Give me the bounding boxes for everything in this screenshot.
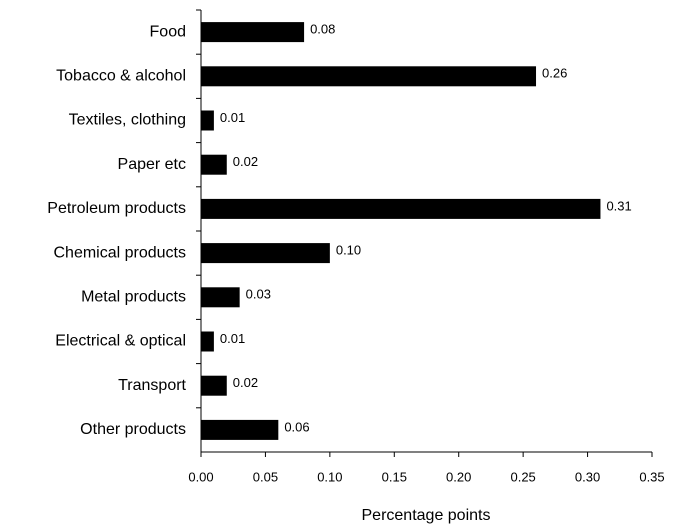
x-tick-label: 0.00 <box>188 469 213 484</box>
bar <box>201 419 279 440</box>
value-label: 0.01 <box>220 331 245 346</box>
y-tick-label: Paper etc <box>118 156 186 173</box>
y-tick-label: Transport <box>118 377 186 394</box>
y-tick-label: Food <box>150 23 186 40</box>
value-label: 0.08 <box>310 22 335 37</box>
y-tick-label: Other products <box>80 421 186 438</box>
value-label: 0.26 <box>542 66 567 81</box>
y-tick-label: Metal products <box>81 289 186 306</box>
bar <box>201 66 537 87</box>
y-tick-label: Tobacco & alcohol <box>56 68 186 85</box>
bar <box>201 331 214 352</box>
y-tick-label: Chemical products <box>54 244 187 261</box>
bar <box>201 198 601 219</box>
bar <box>201 110 214 131</box>
bar <box>201 243 330 264</box>
x-tick-label: 0.05 <box>253 469 278 484</box>
value-label: 0.01 <box>220 110 245 125</box>
bar <box>201 375 227 396</box>
x-axis-title: Percentage points <box>362 507 491 524</box>
x-tick-label: 0.10 <box>317 469 342 484</box>
y-tick-label: Textiles, clothing <box>69 112 186 129</box>
bar <box>201 287 240 308</box>
x-tick-label: 0.20 <box>446 469 471 484</box>
x-tick-label: 0.30 <box>575 469 600 484</box>
bar <box>201 22 305 43</box>
x-tick-label: 0.15 <box>382 469 407 484</box>
value-label: 0.31 <box>606 198 631 213</box>
y-tick-label: Electrical & optical <box>55 333 186 350</box>
bar <box>201 154 227 175</box>
value-label: 0.03 <box>246 287 271 302</box>
value-label: 0.10 <box>336 243 361 258</box>
x-tick-label: 0.35 <box>639 469 664 484</box>
value-label: 0.02 <box>233 154 258 169</box>
y-tick-label: Petroleum products <box>47 200 186 217</box>
value-label: 0.02 <box>233 375 258 390</box>
x-tick-label: 0.25 <box>510 469 535 484</box>
value-label: 0.06 <box>284 419 309 434</box>
